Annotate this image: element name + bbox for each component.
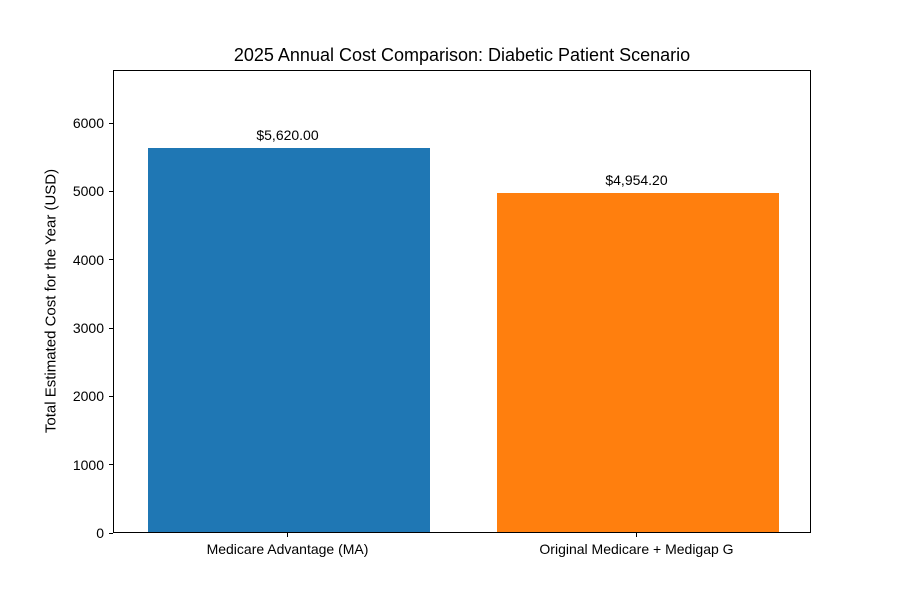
y-tick-mark [109,190,113,192]
plot-area [113,70,811,533]
y-tick-mark [109,122,113,124]
y-axis-label: Total Estimated Cost for the Year (USD) [42,168,60,434]
x-tick-mark [636,533,637,537]
y-tick-mark [109,532,113,534]
chart-title: 2025 Annual Cost Comparison: Diabetic Pa… [233,45,691,65]
y-tick-mark [109,327,113,329]
x-tick-mark [287,533,288,537]
y-tick-label: 4000 [72,251,104,268]
y-tick-label: 2000 [72,388,104,405]
y-tick-label: 3000 [72,320,104,336]
y-tick-label: 6000 [72,115,104,132]
bar-value-label: $5,620.00 [256,126,319,143]
y-tick-label: 5000 [72,183,104,200]
y-tick-mark [109,259,113,261]
x-tick-label: Medicare Advantage (MA) [206,541,369,557]
y-tick-mark [109,395,113,397]
bar-value-label: $4,954.20 [605,172,668,189]
y-tick-label: 0 [96,525,104,541]
y-tick-mark [109,464,113,466]
bar-medicare-advantage [147,148,430,532]
y-tick-label: 1000 [72,456,104,473]
x-tick-label: Original Medicare + Medigap G [539,541,734,557]
bar-medigap [496,193,779,532]
